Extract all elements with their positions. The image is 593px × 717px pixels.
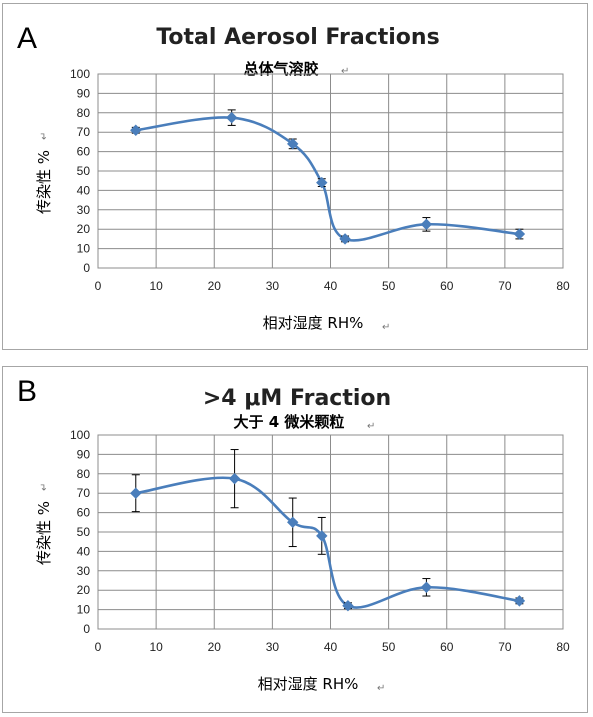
chart-b-y-tick-label: 50	[77, 525, 91, 539]
chart-b-y-tick-label: 40	[77, 544, 91, 558]
chart-b-y-tick-label: 0	[83, 622, 90, 636]
chart-b-xlabel-return-mark: ↵	[377, 683, 385, 694]
chart-b-x-axis-label: 相对湿度 RH%	[258, 675, 359, 693]
chart-a-y-tick-label: 100	[70, 67, 90, 81]
chart-b-x-tick-label: 30	[266, 640, 280, 654]
chart-a-y-ticks: 0 10 20 30 40 50 60 70 80 90 100	[70, 67, 90, 275]
chart-b-x-tick-label: 20	[208, 640, 222, 654]
chart-a-data-point	[339, 233, 351, 245]
chart-a-title: Total Aerosol Fractions	[156, 25, 439, 50]
chart-b-x-ticks: 0 10 20 30 40 50 60 70 80	[95, 640, 570, 654]
chart-b-x-tick-label: 70	[498, 640, 512, 654]
chart-a-subtitle: 总体气溶胶	[243, 60, 318, 78]
chart-b-x-tick-label: 10	[149, 640, 163, 654]
chart-a-data-point	[513, 228, 526, 240]
chart-a-x-tick-label: 40	[324, 279, 338, 293]
chart-b-y-tick-label: 100	[70, 428, 90, 442]
chart-a-x-axis-label: 相对湿度 RH%	[263, 314, 364, 332]
chart-a-y-tick-label: 0	[83, 261, 90, 275]
chart-b-series-line	[135, 476, 520, 609]
chart-b-y-tick-label: 10	[77, 603, 91, 617]
chart-a-y-tick-label: 20	[77, 222, 91, 236]
chart-panel-b: B >4 μM Fraction 大于 4 微米颗粒 ↵ 0 10 20 30 40 50…	[2, 366, 588, 713]
chart-b-x-tick-label: 50	[382, 640, 396, 654]
chart-a-svg: A Total Aerosol Fractions 总体气溶胶 ↵ 0 10 20 3…	[17, 22, 570, 333]
chart-a-x-tick-label: 70	[498, 279, 512, 293]
chart-a-plot-frame	[97, 73, 564, 269]
chart-a-y-tick-label: 30	[77, 203, 91, 217]
chart-b-x-tick-label: 60	[440, 640, 454, 654]
chart-a-ylabel-return-mark: ↵	[39, 132, 50, 140]
chart-b-plot-frame	[97, 434, 564, 630]
chart-a-y-tick-label: 90	[77, 86, 91, 100]
chart-b-subtitle-return-mark: ↵	[367, 421, 375, 432]
chart-a-grid	[97, 73, 564, 269]
chart-b-y-axis-label: 传染性 %	[35, 501, 53, 565]
chart-b-x-tick-label: 40	[324, 640, 338, 654]
chart-a-y-axis-label: 传染性 %	[35, 150, 53, 214]
chart-b-y-tick-label: 60	[77, 506, 91, 520]
chart-a-data-point	[225, 111, 238, 124]
chart-b-x-tick-label: 80	[556, 640, 570, 654]
chart-b-y-tick-label: 20	[77, 583, 91, 597]
chart-a-y-tick-label: 70	[77, 125, 91, 139]
chart-b-data-point	[342, 600, 354, 612]
chart-a-y-tick-label: 50	[77, 164, 91, 178]
chart-a-x-tick-label: 30	[266, 279, 280, 293]
chart-b-y-tick-label: 70	[77, 486, 91, 500]
chart-b-data-point	[316, 530, 328, 542]
chart-b-svg: B >4 μM Fraction 大于 4 微米颗粒 ↵ 0 10 20 30 40 50…	[17, 375, 570, 694]
chart-b-subtitle: 大于 4 微米颗粒	[234, 413, 345, 431]
chart-b-y-tick-label: 80	[77, 467, 91, 481]
chart-a-y-tick-label: 40	[77, 183, 91, 197]
chart-a-y-tick-label: 60	[77, 145, 91, 159]
chart-b-series	[130, 449, 526, 612]
chart-b-data-point	[513, 595, 526, 607]
chart-a-x-tick-label: 20	[208, 279, 222, 293]
chart-b-y-tick-label: 30	[77, 564, 91, 578]
chart-b-title: >4 μM Fraction	[203, 386, 391, 411]
chart-a-x-tick-label: 60	[440, 279, 454, 293]
panel-letter-b: B	[17, 375, 37, 408]
chart-a-x-tick-label: 10	[149, 279, 163, 293]
chart-a-x-ticks: 0 10 20 30 40 50 60 70 80	[95, 279, 570, 293]
chart-b-data-point	[287, 516, 299, 529]
chart-a-series-line	[135, 116, 520, 242]
chart-a-series	[130, 109, 526, 245]
chart-a-x-tick-label: 80	[556, 279, 570, 293]
chart-b-x-tick-label: 0	[95, 640, 102, 654]
chart-a-x-tick-label: 50	[382, 279, 396, 293]
chart-a-subtitle-return-mark: ↵	[341, 66, 349, 77]
chart-b-data-point	[228, 472, 241, 485]
chart-b-data-point	[420, 581, 433, 593]
chart-a-xlabel-return-mark: ↵	[382, 322, 390, 333]
chart-a-data-point	[420, 218, 433, 231]
chart-b-grid	[97, 434, 564, 630]
chart-panel-a: A Total Aerosol Fractions 总体气溶胶 ↵ 0 10 20 3…	[2, 3, 588, 350]
chart-a-y-tick-label: 10	[77, 242, 91, 256]
chart-b-y-tick-label: 90	[77, 447, 91, 461]
chart-b-y-ticks: 0 10 20 30 40 50 60 70 80 90 100	[70, 428, 90, 636]
chart-a-x-tick-label: 0	[95, 279, 102, 293]
chart-b-ylabel-return-mark: ↵	[39, 483, 50, 491]
chart-a-data-point	[316, 176, 328, 189]
chart-b-data-point	[130, 487, 142, 499]
chart-a-data-point	[130, 124, 142, 136]
chart-a-y-tick-label: 80	[77, 106, 91, 120]
chart-a-data-point	[287, 138, 299, 150]
panel-letter-a: A	[17, 22, 37, 55]
